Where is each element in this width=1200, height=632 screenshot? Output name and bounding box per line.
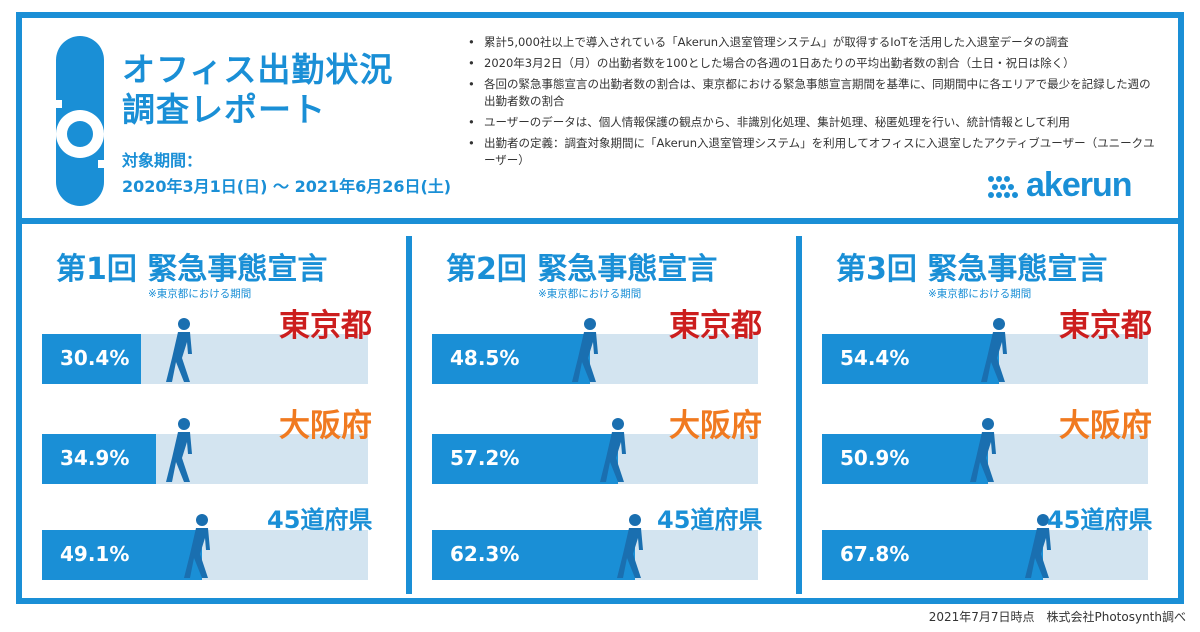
walking-person-icon — [1021, 514, 1061, 580]
report-title: オフィス出勤状況 調査レポート — [122, 50, 393, 130]
bar-value-label: 67.8% — [840, 542, 910, 566]
infographic-frame — [16, 12, 1184, 604]
bar-value-label: 49.1% — [60, 542, 130, 566]
bar-row-tokyo: 48.5% 東京都 — [432, 308, 802, 384]
akerun-mark-icon — [988, 176, 1018, 198]
bar-osaka — [822, 434, 988, 484]
akerun-key-logo-icon — [50, 36, 110, 206]
bar-value-label: 57.2% — [450, 446, 520, 470]
panel-divider-2 — [796, 236, 802, 594]
report-title-line1: オフィス出勤状況 — [122, 50, 394, 89]
report-title-line2: 調査レポート — [122, 90, 326, 129]
bar-value-label: 34.9% — [60, 446, 130, 470]
panel-title: 第3回 緊急事態宣言 — [836, 252, 1108, 287]
panel-declaration-3: 第3回 緊急事態宣言 ※東京都における期間 54.4% 東京都 50.9% 大阪府 67.8… — [822, 238, 1192, 588]
region-label-other-45: 45道府県 — [1047, 506, 1153, 534]
note-item: ユーザーのデータは、個人情報保護の観点から、非識別化処理、集計処理、秘匿処理を行… — [462, 114, 1162, 131]
period-label: 対象期間： — [122, 151, 203, 170]
bar-osaka — [432, 434, 618, 484]
note-item: 累計5,000社以上で導入されている「Akerun入退室管理システム」が取得する… — [462, 34, 1162, 51]
walking-person-icon — [613, 514, 653, 580]
bar-other-45 — [822, 530, 1043, 580]
region-label-tokyo: 東京都 — [279, 308, 372, 344]
bar-value-label: 30.4% — [60, 346, 130, 370]
walking-person-icon — [966, 418, 1006, 484]
brand-name: akerun — [1026, 166, 1132, 204]
bar-tokyo — [822, 334, 999, 384]
header-divider — [16, 218, 1184, 224]
note-item: 出勤者の定義：調査対象期間に「Akerun入退室管理システム」を利用してオフィス… — [462, 135, 1162, 169]
panel-title: 第2回 緊急事態宣言 — [446, 252, 718, 287]
akerun-brand-logo: akerun — [986, 166, 1156, 210]
note-item: 2020年3月2日（月）の出勤者数を100とした場合の各週の1日あたりの平均出勤… — [462, 55, 1162, 72]
panel-declaration-2: 第2回 緊急事態宣言 ※東京都における期間 48.5% 東京都 57.2% 大阪府 62.3… — [432, 238, 802, 588]
source-footer: 2021年7月7日時点 株式会社Photosynth調べ — [928, 610, 1186, 624]
bar-tokyo — [432, 334, 590, 384]
region-label-other-45: 45道府県 — [267, 506, 373, 534]
region-label-tokyo: 東京都 — [669, 308, 762, 344]
bar-other-45 — [42, 530, 202, 580]
panel-title: 第1回 緊急事態宣言 — [56, 252, 328, 287]
bar-row-other-45: 62.3% 45道府県 — [432, 506, 802, 580]
walking-person-icon — [596, 418, 636, 484]
bar-value-label: 54.4% — [840, 346, 910, 370]
walking-person-icon — [162, 418, 202, 484]
bar-row-tokyo: 54.4% 東京都 — [822, 308, 1192, 384]
bar-row-other-45: 49.1% 45道府県 — [42, 506, 412, 580]
walking-person-icon — [162, 318, 202, 384]
region-label-tokyo: 東京都 — [1059, 308, 1152, 344]
bar-row-osaka: 34.9% 大阪府 — [42, 408, 412, 484]
walking-person-icon — [568, 318, 608, 384]
panel-note: ※東京都における期間 — [928, 288, 1032, 300]
region-label-osaka: 大阪府 — [1059, 408, 1152, 444]
panel-note: ※東京都における期間 — [148, 288, 252, 300]
bar-other-45 — [432, 530, 635, 580]
panel-declaration-1: 第1回 緊急事態宣言 ※東京都における期間 30.4% 東京都 34.9% 大阪府 49.1… — [42, 238, 412, 588]
bar-value-label: 48.5% — [450, 346, 520, 370]
notes-list: 累計5,000社以上で導入されている「Akerun入退室管理システム」が取得する… — [462, 34, 1162, 173]
panel-divider-1 — [406, 236, 412, 594]
walking-person-icon — [977, 318, 1017, 384]
bar-row-osaka: 57.2% 大阪府 — [432, 408, 802, 484]
note-item: 各回の緊急事態宣言の出勤者数の割合は、東京都における緊急事態宣言期間を基準に、同… — [462, 76, 1162, 110]
bar-value-label: 62.3% — [450, 542, 520, 566]
panel-note: ※東京都における期間 — [538, 288, 642, 300]
bar-value-label: 50.9% — [840, 446, 910, 470]
bar-row-tokyo: 30.4% 東京都 — [42, 308, 412, 384]
bar-osaka — [42, 434, 156, 484]
bar-tokyo — [42, 334, 141, 384]
region-label-other-45: 45道府県 — [657, 506, 763, 534]
bar-row-osaka: 50.9% 大阪府 — [822, 408, 1192, 484]
region-label-osaka: 大阪府 — [669, 408, 762, 444]
bar-row-other-45: 67.8% 45道府県 — [822, 506, 1192, 580]
walking-person-icon — [180, 514, 220, 580]
region-label-osaka: 大阪府 — [279, 408, 372, 444]
period-value: 2020年3月1日(日) 〜 2021年6月26日(土) — [122, 177, 452, 196]
